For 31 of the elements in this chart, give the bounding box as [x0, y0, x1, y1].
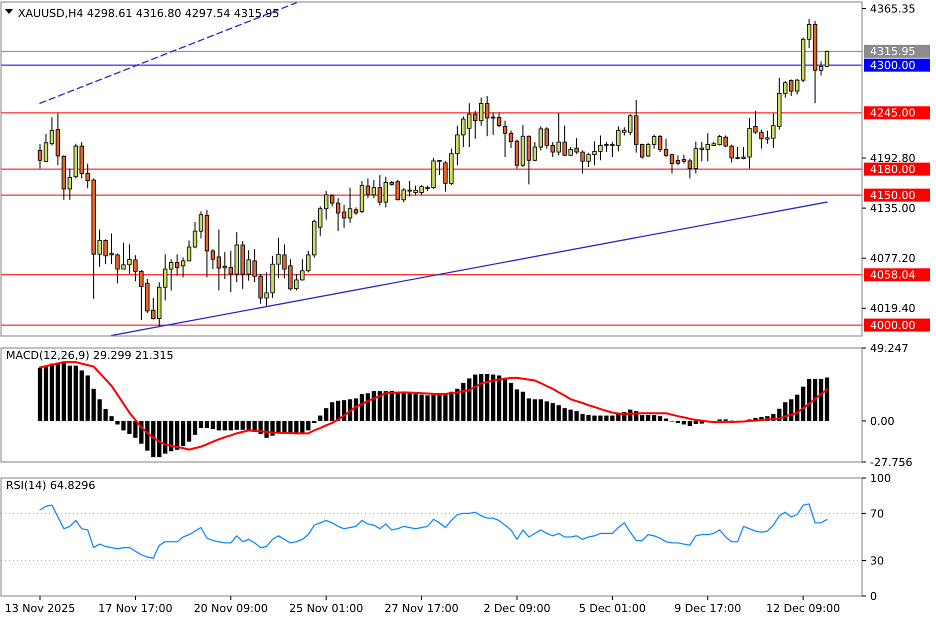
x-tick-label: 13 Nov 2025 — [4, 602, 76, 615]
y-tick-label: 4135.00 — [870, 202, 916, 215]
y-tick-label: 0 — [870, 590, 877, 603]
x-tick-label: 5 Dec 01:00 — [578, 602, 646, 615]
ref-line-label: 4300.00 — [870, 59, 916, 72]
y-tick-label: -27.756 — [870, 456, 912, 469]
x-tick-label: 12 Dec 09:00 — [766, 602, 840, 615]
x-tick-label: 9 Dec 17:00 — [674, 602, 742, 615]
x-tick-label: 20 Nov 09:00 — [194, 602, 268, 615]
ref-line-label: 4315.95 — [870, 45, 916, 58]
y-tick-label: 70 — [870, 507, 884, 520]
y-tick-label: 4077.20 — [870, 252, 916, 266]
x-tick-label: 27 Nov 17:00 — [384, 602, 459, 615]
y-tick-label: 0.00 — [870, 414, 894, 428]
y-tick-label: 4365.35 — [870, 2, 916, 16]
text: XAUUSD,H4 4298.61 4316.80 4297.54 4315.95 — [18, 7, 280, 20]
ref-line-label: 4245.00 — [870, 106, 916, 120]
chart-title: MACD(12,26,9) 29.299 21.315 — [6, 349, 174, 362]
ref-line-label: 4180.00 — [870, 162, 916, 176]
y-tick-label: 100 — [870, 472, 891, 485]
y-tick-label: 4192.80 — [870, 152, 916, 165]
y-tick-label: 4019.40 — [870, 302, 916, 316]
y-tick-label: 30 — [870, 554, 884, 568]
chart-title: RSI(14) 64.8296 — [6, 479, 96, 492]
x-tick-label: 2 Dec 09:00 — [483, 602, 550, 615]
ref-line-label: 4150.00 — [870, 188, 916, 202]
x-tick-label: 17 Nov 17:00 — [98, 602, 172, 615]
y-tick-label: 49.247 — [870, 342, 908, 355]
ref-line-label: 4000.00 — [870, 318, 916, 332]
ref-line-label: 4058.04 — [870, 268, 916, 282]
x-tick-label: 25 Nov 01:00 — [289, 602, 364, 615]
